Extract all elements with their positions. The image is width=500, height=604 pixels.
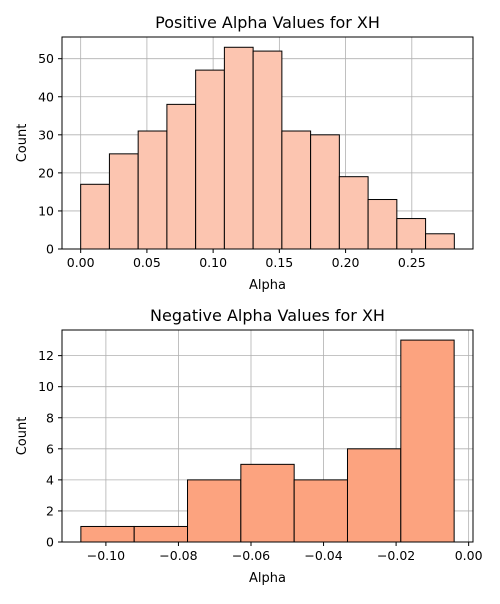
- x-tick-label: −0.08: [159, 548, 197, 563]
- histogram-bars: [80, 339, 455, 543]
- histogram-bar: [396, 218, 427, 250]
- chart-title: Positive Alpha Values for XH: [155, 13, 380, 32]
- y-tick-label: 10: [38, 203, 54, 218]
- histogram-bar: [338, 176, 369, 250]
- histogram-bar: [80, 183, 110, 250]
- negative-alpha-histogram: Negative Alpha Values for XH −0.10 −0.08−…: [15, 306, 483, 586]
- y-axis-label: Count: [15, 417, 30, 456]
- x-tick-label: 0.00: [455, 548, 483, 563]
- chart-title: Negative Alpha Values for XH: [150, 306, 385, 325]
- x-tick-label: 0.15: [265, 255, 293, 270]
- histogram-bar: [367, 199, 398, 250]
- x-tick-label: −0.04: [304, 548, 342, 563]
- y-tick-label: 2: [46, 503, 54, 518]
- y-tick-label: 8: [46, 410, 54, 425]
- y-tick-label: 6: [46, 441, 54, 456]
- axis-ticks: −0.10 −0.08 −0.06 −0.04 −0.02 0.00 0 2 4 6 8 10 12: [38, 348, 483, 563]
- histogram-bar: [187, 479, 242, 543]
- histogram-bar: [133, 525, 189, 543]
- y-tick-label: 50: [38, 51, 54, 66]
- plot-frame: [61, 36, 474, 250]
- histogram-bar: [346, 448, 402, 543]
- histogram-bar: [108, 153, 139, 250]
- x-tick-label: 0.00: [67, 255, 95, 270]
- histogram-bar: [310, 134, 340, 250]
- histogram-bar: [166, 103, 197, 250]
- x-tick-label: 0.10: [199, 255, 227, 270]
- histogram-bars: [80, 46, 455, 250]
- x-tick-label: −0.06: [232, 548, 270, 563]
- y-tick-label: 10: [38, 379, 54, 394]
- y-tick-label: 0: [46, 535, 54, 550]
- histogram-bar: [252, 50, 283, 250]
- x-axis-label: Alpha: [249, 278, 286, 293]
- x-axis-label: Alpha: [249, 571, 286, 586]
- histogram-bar: [80, 525, 135, 543]
- x-tick-label: −0.10: [87, 548, 125, 563]
- y-tick-label: 4: [46, 472, 54, 487]
- y-axis-label: Count: [15, 124, 30, 163]
- histogram-bar: [281, 130, 312, 250]
- y-tick-label: 40: [38, 89, 54, 104]
- histogram-bar: [293, 479, 348, 543]
- histogram-bar: [400, 339, 455, 543]
- y-tick-label: 20: [38, 165, 54, 180]
- plot-frame: [61, 329, 474, 543]
- x-tick-label: −0.02: [377, 548, 415, 563]
- histogram-bar: [425, 233, 455, 250]
- x-tick-label: 0.05: [133, 255, 161, 270]
- histogram-bar: [223, 46, 254, 250]
- axis-ticks: 0.00 0.05 0.10 0.15 0.20 0.25 0 10 20 30 40 50: [38, 51, 426, 270]
- x-tick-label: 0.20: [332, 255, 360, 270]
- positive-alpha-histogram: Positive Alpha Values for XH 0.00 0.05 0.1…: [15, 13, 474, 293]
- x-tick-label: 0.25: [398, 255, 426, 270]
- y-tick-label: 30: [38, 127, 54, 142]
- histogram-bar: [137, 130, 168, 250]
- histogram-bar: [240, 463, 295, 543]
- y-tick-label: 0: [46, 242, 54, 257]
- histogram-bar: [195, 69, 225, 250]
- y-tick-label: 12: [38, 348, 54, 363]
